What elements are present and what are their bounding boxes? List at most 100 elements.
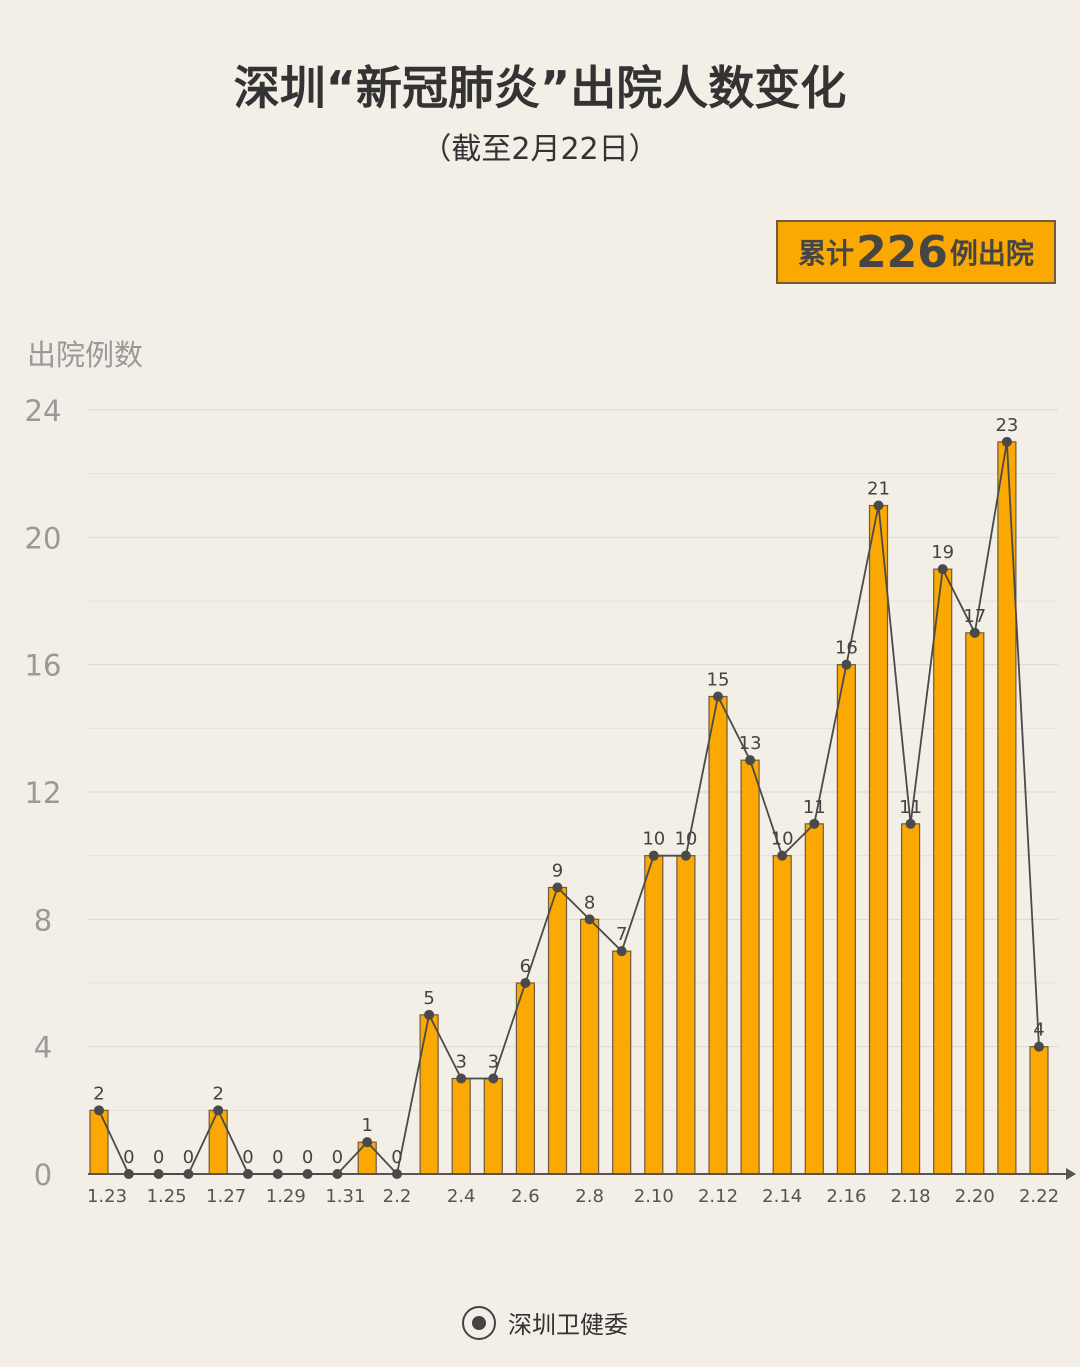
data-label: 17 xyxy=(963,606,986,627)
data-label: 5 xyxy=(423,988,434,1009)
data-point xyxy=(183,1169,194,1179)
trend-line xyxy=(98,441,1040,1176)
x-tick-label: 2.6 xyxy=(511,1186,540,1207)
badge-number: 226 xyxy=(856,226,948,278)
data-label: 2 xyxy=(212,1083,223,1104)
x-tick-label: 2.2 xyxy=(383,1186,412,1207)
bar xyxy=(676,855,696,1175)
bar xyxy=(868,504,889,1175)
data-label: 0 xyxy=(242,1147,253,1168)
data-label: 0 xyxy=(272,1147,283,1168)
bar xyxy=(836,664,857,1175)
x-tick-label: 2.16 xyxy=(826,1186,866,1207)
data-label: 10 xyxy=(674,829,697,850)
bar xyxy=(804,823,824,1175)
data-label: 10 xyxy=(642,829,665,850)
data-label: 0 xyxy=(391,1147,402,1168)
chart-title: 深圳“新冠肺炎”出院人数变化 xyxy=(233,61,847,115)
bar xyxy=(579,918,600,1175)
x-tick-label: 2.4 xyxy=(447,1186,476,1207)
data-point xyxy=(123,1169,134,1179)
x-tick-label: 1.25 xyxy=(147,1186,187,1207)
data-label: 0 xyxy=(123,1147,134,1168)
x-tick-label: 2.18 xyxy=(891,1186,931,1207)
data-point xyxy=(713,691,723,702)
data-point xyxy=(777,850,788,861)
badge-prefix: 累计 xyxy=(798,237,855,270)
data-point xyxy=(272,1169,283,1179)
bar xyxy=(933,568,953,1175)
chart-subtitle: （截至2月22日） xyxy=(421,132,659,167)
bar xyxy=(89,1109,109,1175)
x-tick-label: 2.8 xyxy=(575,1186,604,1207)
data-label: 10 xyxy=(771,829,794,850)
data-point xyxy=(424,1009,435,1020)
data-point xyxy=(937,564,948,575)
bar xyxy=(419,1014,439,1175)
y-axis-label: 出院例数 xyxy=(27,338,144,372)
data-point xyxy=(332,1169,343,1179)
data-label: 4 xyxy=(1033,1020,1044,1041)
data-label: 23 xyxy=(995,415,1018,436)
footer: 深圳卫健委 xyxy=(462,1305,628,1340)
x-tick-label: 2.20 xyxy=(955,1186,995,1207)
data-label: 9 xyxy=(552,861,563,882)
data-point xyxy=(302,1169,313,1179)
x-tick-label: 1.23 xyxy=(87,1186,127,1207)
x-tick-label: 2.10 xyxy=(634,1186,674,1207)
data-point xyxy=(745,755,756,766)
data-label: 8 xyxy=(584,892,595,913)
y-tick-label: 12 xyxy=(25,776,62,810)
data-point xyxy=(456,1073,467,1084)
data-label: 0 xyxy=(332,1147,343,1168)
y-tick-label: 8 xyxy=(34,903,52,937)
data-label: 15 xyxy=(707,670,730,691)
data-label: 11 xyxy=(899,797,922,818)
data-point xyxy=(616,946,627,957)
bar xyxy=(900,823,921,1175)
data-point xyxy=(94,1105,104,1116)
data-point xyxy=(809,818,820,829)
bar xyxy=(547,886,568,1175)
data-label: 3 xyxy=(488,1052,499,1073)
data-label: 0 xyxy=(153,1147,164,1168)
bar xyxy=(515,982,536,1175)
data-point xyxy=(362,1137,373,1148)
data-point xyxy=(243,1169,253,1179)
x-axis-arrow-icon xyxy=(1066,1168,1076,1180)
data-point xyxy=(584,914,595,925)
data-label: 3 xyxy=(455,1052,466,1073)
x-tick-label: 2.12 xyxy=(698,1186,738,1207)
data-label: 13 xyxy=(739,733,762,754)
footer-org: 深圳卫健委 xyxy=(508,1311,628,1339)
data-point xyxy=(213,1105,224,1116)
data-point xyxy=(488,1073,499,1084)
bar xyxy=(612,950,632,1175)
data-point xyxy=(841,659,852,670)
data-point xyxy=(1034,1041,1044,1052)
y-tick-label: 0 xyxy=(34,1158,52,1192)
y-tick-label: 16 xyxy=(25,649,62,683)
data-label: 1 xyxy=(361,1115,372,1136)
data-point xyxy=(520,978,531,988)
data-point xyxy=(153,1169,164,1179)
bar xyxy=(1029,1046,1049,1175)
bar xyxy=(772,855,792,1175)
data-label: 21 xyxy=(867,479,890,500)
x-tick-label: 1.31 xyxy=(325,1186,365,1207)
badge-suffix: 例出院 xyxy=(949,237,1034,270)
data-point xyxy=(905,818,916,829)
total-discharged-badge: 累计 226 例出院 xyxy=(776,220,1056,284)
x-tick-label: 1.27 xyxy=(206,1186,246,1207)
bar xyxy=(965,632,985,1175)
bar xyxy=(451,1077,471,1175)
x-tick-label: 2.14 xyxy=(762,1186,802,1207)
data-label: 11 xyxy=(803,797,826,818)
data-label: 19 xyxy=(931,542,954,563)
data-point xyxy=(648,850,659,861)
data-label: 0 xyxy=(183,1147,194,1168)
bar xyxy=(208,1109,228,1175)
data-label: 2 xyxy=(93,1083,104,1104)
y-tick-label: 4 xyxy=(34,1031,52,1065)
